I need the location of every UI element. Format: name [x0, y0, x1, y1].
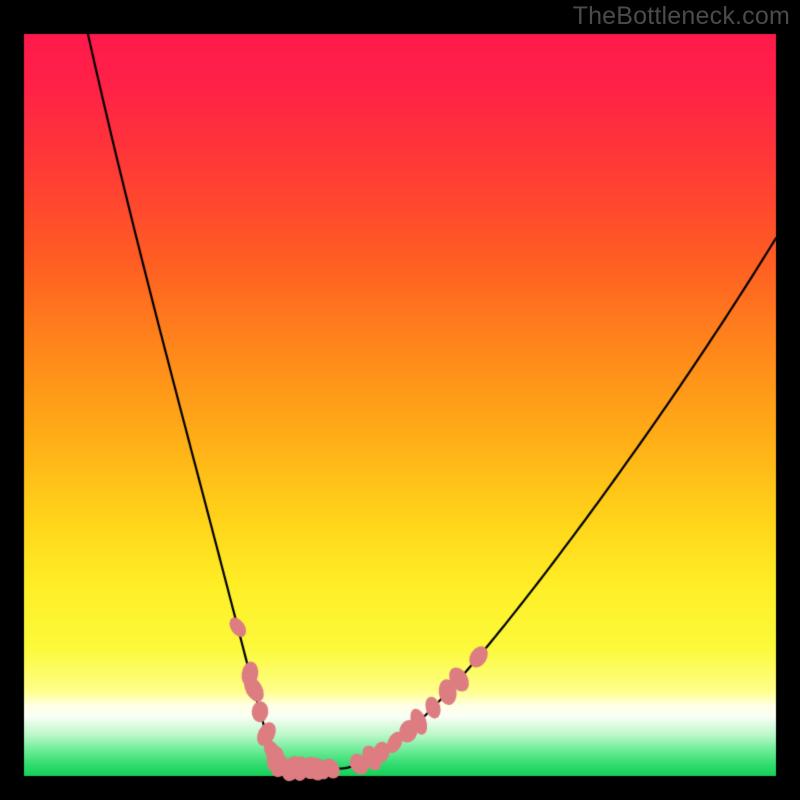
bottleneck-curve-chart [0, 0, 800, 800]
chart-stage: TheBottleneck.com [0, 0, 800, 800]
watermark-text: TheBottleneck.com [573, 2, 790, 31]
